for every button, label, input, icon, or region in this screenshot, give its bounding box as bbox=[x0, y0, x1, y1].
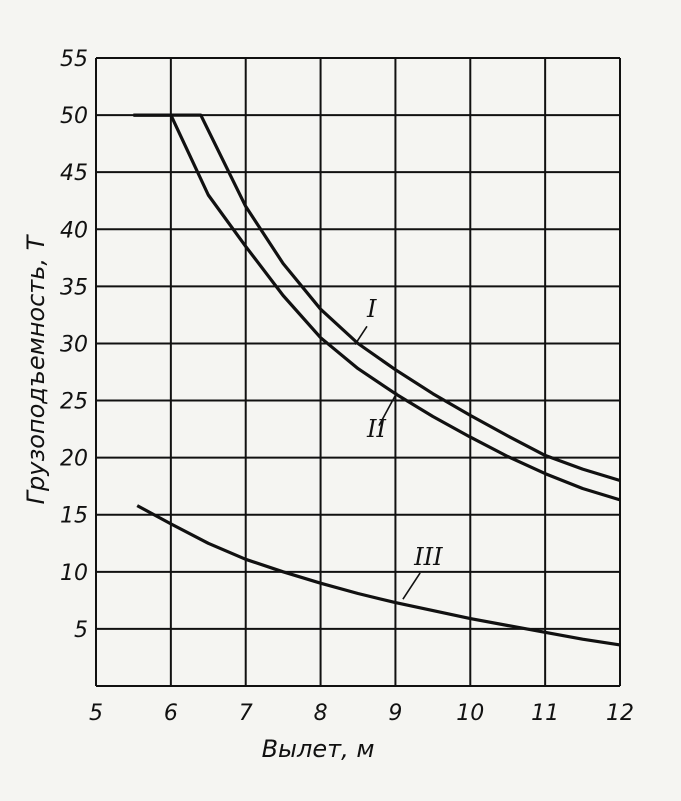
y-tick-label: 25 bbox=[60, 390, 88, 415]
x-tick-label: 10 bbox=[456, 701, 484, 726]
y-tick-label: 45 bbox=[60, 161, 88, 186]
x-axis-title: Вылет, м bbox=[262, 735, 375, 763]
series-label-III: III bbox=[413, 543, 443, 571]
series-leader-I bbox=[354, 325, 368, 346]
y-tick-label: 30 bbox=[60, 332, 88, 357]
series-line-II bbox=[133, 113, 621, 502]
series-leader-II bbox=[378, 392, 398, 427]
y-tick-label: 15 bbox=[60, 504, 88, 529]
series-leader-III bbox=[402, 572, 421, 600]
series-label-I: I bbox=[366, 295, 377, 323]
tick-labels: 5 6 7 8 9 10 11 12 5 10 15 20 25 30 35 40 45 50 55 bbox=[60, 47, 634, 726]
y-tick-label: 35 bbox=[60, 275, 88, 300]
y-tick-label: 20 bbox=[60, 447, 88, 472]
x-tick-label: 7 bbox=[239, 701, 253, 726]
y-tick-label: 50 bbox=[60, 104, 88, 129]
y-tick-label: 40 bbox=[60, 218, 88, 243]
y-tick-label: 5 bbox=[74, 618, 88, 643]
x-tick-label: 12 bbox=[606, 701, 634, 726]
x-tick-label: 6 bbox=[164, 701, 178, 726]
x-tick-label: 8 bbox=[314, 701, 328, 726]
y-tick-label: 10 bbox=[60, 561, 88, 586]
x-tick-label: 5 bbox=[89, 701, 103, 726]
y-tick-label: 55 bbox=[60, 47, 88, 72]
curves bbox=[133, 113, 621, 647]
series-line-III bbox=[136, 504, 621, 647]
series-label-II: II bbox=[366, 415, 386, 443]
x-tick-label: 9 bbox=[388, 701, 402, 726]
grid bbox=[95, 57, 621, 687]
series-line-I bbox=[133, 113, 621, 483]
y-axis-title: Грузоподъемность, Т bbox=[22, 233, 50, 504]
x-tick-label: 11 bbox=[531, 701, 559, 726]
